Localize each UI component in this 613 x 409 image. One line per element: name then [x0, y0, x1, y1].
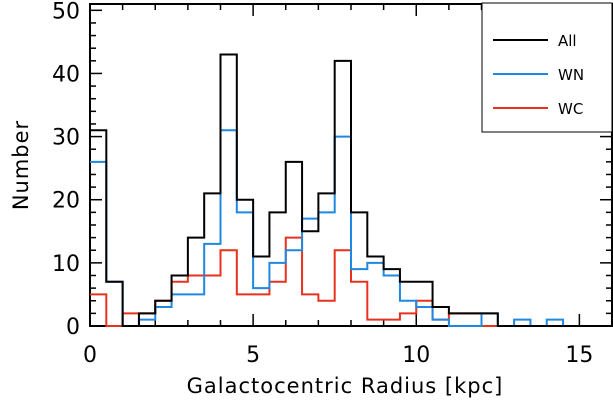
y-axis-label: Number [9, 120, 33, 210]
y-tick-label: 40 [52, 62, 80, 87]
x-tick-label: 10 [402, 343, 430, 368]
legend-label: WC [558, 100, 583, 118]
histogram-steps [90, 53, 612, 327]
legend-item-wn: WN [493, 66, 584, 84]
tick-labels: 0 5 10 15 0 10 20 30 40 50 [52, 0, 593, 368]
x-tick-label: 5 [246, 343, 260, 368]
legend-label: WN [558, 66, 584, 84]
legend: All WN WC [481, 2, 613, 133]
legend-label: All [558, 32, 577, 50]
y-tick-label: 30 [52, 126, 80, 151]
step-line [90, 53, 612, 327]
y-tick-label: 10 [52, 252, 80, 277]
legend-box [481, 2, 613, 133]
x-axis-label: Galactocentric Radius [kpc] [187, 374, 504, 398]
series-all [90, 53, 612, 327]
legend-item-wc: WC [493, 100, 583, 118]
x-tick-label: 15 [565, 343, 593, 368]
y-tick-label: 50 [52, 0, 80, 24]
y-tick-label: 20 [52, 189, 80, 214]
y-tick-label: 0 [66, 315, 80, 340]
x-tick-label: 0 [83, 343, 97, 368]
legend-item-all: All [493, 32, 577, 50]
